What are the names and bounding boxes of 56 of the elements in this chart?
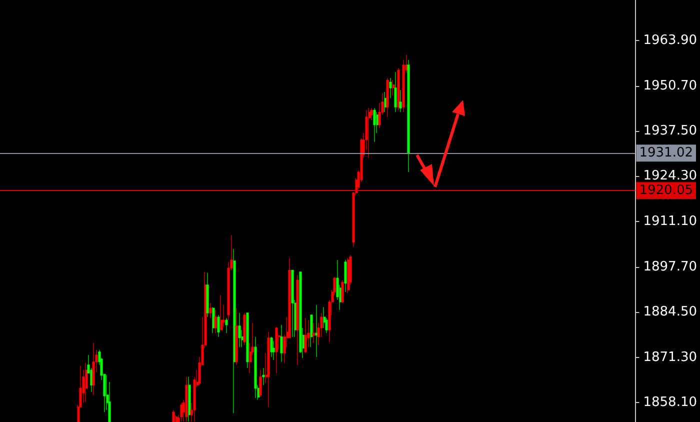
candlestick [243,312,246,346]
candlestick [344,260,347,292]
candlestick [407,60,410,172]
y-tick-label: 1858.10 [643,395,698,410]
candlestick [312,322,315,344]
candlestick [275,326,278,374]
candlestick [291,270,294,338]
candlestick [206,272,209,318]
candlestick [185,376,188,422]
candlestick [272,340,275,360]
candlestick [180,402,183,422]
candlestick [246,312,249,368]
candlestick [217,314,220,338]
candlestick [384,92,387,112]
y-tick-label: 1871.30 [643,350,698,365]
y-tick-label: 1963.90 [643,33,698,48]
candlestick [386,78,389,118]
y-tick-label: 1937.50 [643,123,698,138]
candlestick [304,318,307,354]
y-tick-label: 1897.70 [643,260,698,275]
candlestick [267,332,270,408]
candlestick [394,72,397,112]
candlestick [238,312,241,348]
candlestick [347,258,350,294]
candlestick [310,314,313,348]
candlestick [397,68,400,110]
y-tick-label: 1924.30 [643,168,698,184]
candlestick [172,410,175,422]
candlestick [209,302,212,318]
candlestick [296,274,299,366]
candlestick [220,294,223,330]
candlestick [214,310,217,334]
candlestick [315,304,318,358]
candlestick [368,108,371,158]
y-tick-label: 1950.70 [643,78,698,94]
y-tick-label: 1911.10 [643,214,698,229]
candlestick [262,368,265,386]
candlestick [254,336,257,398]
candlestick [341,280,344,304]
ref-line-label: 1920.05 [639,183,694,198]
candlestick [392,80,395,96]
candlestick [235,308,238,366]
ref-line-label: 1931.02 [639,146,694,161]
candlestick [270,336,273,358]
candlestick [399,90,402,112]
candlestick [373,108,376,142]
candlestick [92,342,95,396]
candlestick [212,306,215,334]
candlestick [188,376,191,422]
y-tick-label: 1884.50 [643,304,698,320]
candlestick [85,362,88,402]
candlestick [233,248,236,414]
candlestick [280,324,283,362]
candlestick [259,370,262,398]
candlestick [389,78,392,98]
candlestick [225,318,228,334]
